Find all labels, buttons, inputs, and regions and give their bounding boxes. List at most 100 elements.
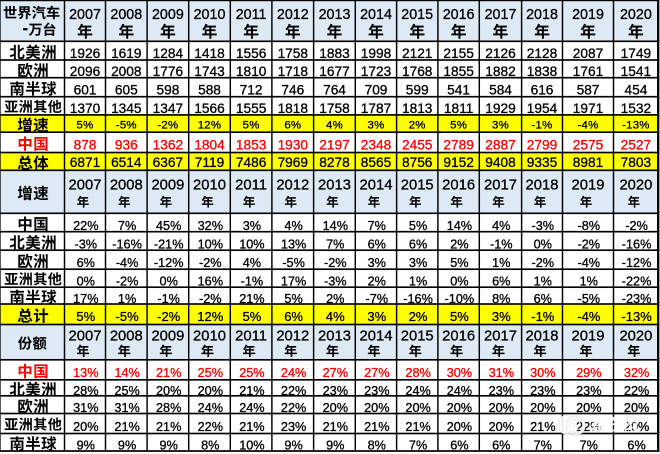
svg-text:30%: 30% [447, 366, 472, 380]
svg-text:-3%: -3% [324, 275, 347, 289]
svg-text:4%: 4% [243, 256, 261, 270]
svg-text:605: 605 [115, 82, 138, 97]
svg-text:24%: 24% [198, 401, 223, 415]
svg-text:2455: 2455 [402, 138, 433, 153]
svg-text:-2%: -2% [157, 309, 181, 324]
svg-text:4%: 4% [284, 219, 302, 233]
svg-text:-13%: -13% [621, 309, 652, 324]
svg-text:6%: 6% [492, 439, 510, 453]
svg-text:-21%: -21% [154, 238, 184, 252]
svg-text:2%: 2% [368, 275, 386, 289]
svg-text:2014: 2014 [360, 328, 393, 344]
svg-text:2%: 2% [326, 292, 344, 306]
svg-text:2015: 2015 [401, 328, 434, 344]
svg-text:2010: 2010 [194, 7, 226, 23]
svg-text:1930: 1930 [278, 138, 309, 153]
svg-text:1418: 1418 [194, 46, 225, 61]
svg-text:764: 764 [323, 82, 346, 97]
svg-text:20%: 20% [489, 401, 514, 415]
svg-text:10%: 10% [198, 238, 223, 252]
svg-text:23%: 23% [576, 384, 601, 398]
svg-text:16%: 16% [198, 275, 223, 289]
svg-text:3%: 3% [409, 256, 427, 270]
svg-text:4%: 4% [492, 219, 510, 233]
svg-text:17%: 17% [73, 292, 98, 306]
svg-text:1555: 1555 [236, 101, 267, 116]
svg-text:3%: 3% [368, 256, 386, 270]
svg-text:21%: 21% [239, 420, 264, 434]
svg-text:2575: 2575 [573, 138, 604, 153]
svg-text:2128: 2128 [527, 46, 558, 61]
svg-text:31%: 31% [114, 401, 139, 415]
svg-text:-4%: -4% [116, 256, 139, 270]
svg-text:3%: 3% [367, 309, 386, 324]
svg-text:2015: 2015 [401, 7, 433, 23]
svg-text:541: 541 [447, 82, 470, 97]
svg-text:8756: 8756 [402, 155, 433, 170]
svg-text:6%: 6% [284, 120, 301, 132]
svg-text:-22%: -22% [622, 275, 652, 289]
svg-text:8%: 8% [201, 439, 219, 453]
svg-text:20%: 20% [624, 401, 649, 415]
svg-text:-2%: -2% [157, 120, 178, 132]
svg-text:2016: 2016 [443, 7, 475, 23]
svg-text:21%: 21% [156, 420, 181, 434]
svg-text:2017: 2017 [484, 178, 517, 194]
svg-text:24%: 24% [405, 384, 430, 398]
svg-text:584: 584 [489, 82, 512, 97]
svg-text:20%: 20% [198, 384, 223, 398]
svg-text:2%: 2% [409, 309, 428, 324]
svg-text:23%: 23% [530, 384, 555, 398]
svg-text:-16%: -16% [112, 238, 142, 252]
svg-text:7%: 7% [118, 219, 136, 233]
svg-text:-16%: -16% [403, 292, 433, 306]
svg-text:5%: 5% [450, 256, 468, 270]
svg-text:2019: 2019 [572, 7, 604, 23]
svg-text:45%: 45% [156, 219, 181, 233]
svg-text:2020: 2020 [619, 328, 652, 344]
svg-text:13%: 13% [73, 366, 98, 380]
svg-text:21%: 21% [156, 366, 181, 380]
svg-text:2126: 2126 [485, 46, 516, 61]
svg-text:10%: 10% [239, 238, 264, 252]
svg-text:23%: 23% [489, 384, 514, 398]
svg-text:12%: 12% [197, 309, 223, 324]
svg-text:-12%: -12% [154, 256, 184, 270]
svg-text:7%: 7% [368, 219, 386, 233]
svg-text:1787: 1787 [361, 101, 391, 116]
svg-text:28%: 28% [73, 384, 98, 398]
svg-text:5%: 5% [77, 120, 94, 132]
svg-text:587: 587 [577, 82, 600, 97]
svg-text:20%: 20% [576, 401, 601, 415]
svg-text:2020: 2020 [620, 7, 652, 23]
svg-text:7969: 7969 [278, 155, 308, 170]
svg-text:-16%: -16% [622, 238, 652, 252]
svg-text:1855: 1855 [443, 64, 474, 79]
svg-text:-2%: -2% [625, 219, 648, 233]
svg-text:5%: 5% [450, 120, 467, 132]
svg-text:0%: 0% [534, 238, 552, 252]
svg-text:2%: 2% [409, 120, 426, 132]
svg-text:22%: 22% [281, 384, 306, 398]
svg-text:7486: 7486 [236, 155, 267, 170]
svg-text:2010: 2010 [193, 178, 226, 194]
svg-text:-5%: -5% [116, 120, 137, 132]
svg-text:20%: 20% [364, 401, 389, 415]
svg-text:1541: 1541 [621, 64, 651, 79]
svg-text:8278: 8278 [319, 155, 350, 170]
svg-text:4%: 4% [326, 120, 343, 132]
svg-text:2017: 2017 [485, 7, 517, 23]
svg-text:1556: 1556 [236, 46, 267, 61]
svg-text:1758: 1758 [278, 46, 309, 61]
svg-text:709: 709 [365, 82, 388, 97]
svg-text:-1%: -1% [157, 292, 180, 306]
svg-text:599: 599 [406, 82, 429, 97]
svg-text:20%: 20% [447, 420, 472, 434]
svg-text:2011: 2011 [235, 178, 267, 194]
svg-text:2007: 2007 [69, 328, 102, 344]
svg-text:2018: 2018 [526, 178, 559, 194]
svg-text:1758: 1758 [319, 101, 350, 116]
svg-text:5%: 5% [243, 309, 262, 324]
svg-text:936: 936 [115, 138, 138, 153]
svg-text:2008: 2008 [110, 7, 142, 23]
